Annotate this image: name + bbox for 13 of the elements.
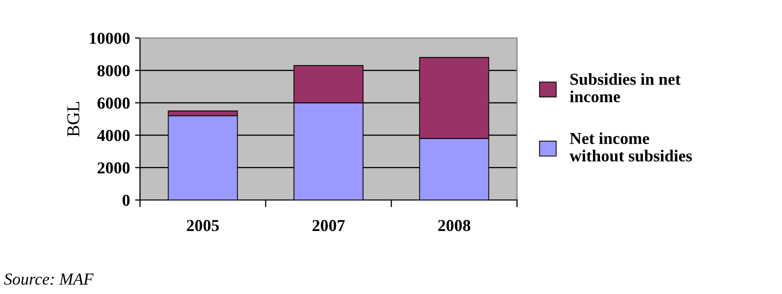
- legend-label: Subsidies in net income: [570, 73, 681, 102]
- y-tick-label: 10000: [90, 32, 130, 44]
- legend-label: Net income without subsidies: [570, 132, 692, 162]
- y-axis-title: BGL: [67, 102, 80, 137]
- y-tick-label: 8000: [98, 65, 130, 76]
- x-tick-label: 2008: [438, 220, 470, 232]
- y-tick-label: 2000: [98, 162, 130, 174]
- x-tick-label: 2005: [186, 220, 219, 232]
- y-tick-label: 0: [122, 194, 130, 206]
- y-tick-label: 6000: [98, 98, 130, 109]
- x-tick-label: 2007: [312, 220, 345, 232]
- source-note: Source: MAF: [4, 274, 94, 285]
- y-tick-label: 4000: [97, 130, 130, 142]
